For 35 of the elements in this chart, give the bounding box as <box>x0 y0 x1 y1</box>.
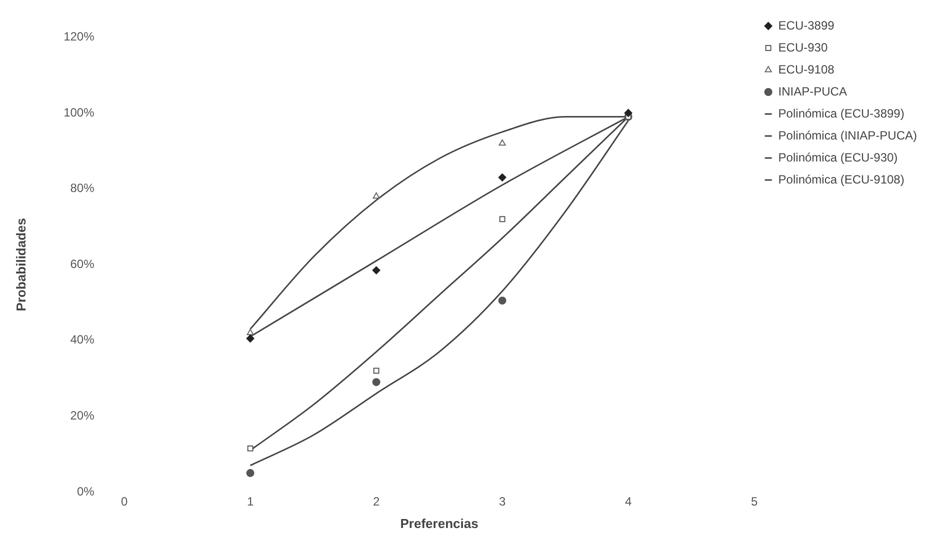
point <box>372 266 380 274</box>
point <box>498 139 506 146</box>
x-tick-label: 2 <box>372 494 380 509</box>
point <box>373 368 380 374</box>
y-tick-label: 20% <box>70 408 95 423</box>
legend-label: ECU-3899 <box>778 18 835 32</box>
x-tick-label: 5 <box>750 494 758 509</box>
x-tick-label: 4 <box>624 494 632 509</box>
legend-label: INIAP-PUCA <box>778 84 847 98</box>
legend-label: Polinómica (ECU-930) <box>778 150 898 164</box>
y-tick-label: 100% <box>64 105 95 120</box>
legend-label: Polinómica (ECU-9108) <box>778 172 904 186</box>
point <box>247 445 254 452</box>
y-tick-label: 60% <box>70 256 95 271</box>
point <box>372 192 380 199</box>
point <box>246 328 254 336</box>
y-tick-label: 120% <box>64 30 95 44</box>
y-axis-title: Probabilidades <box>13 218 28 312</box>
x-tick-label: 0 <box>120 494 128 509</box>
point <box>246 469 254 478</box>
legend-label: ECU-9108 <box>778 62 835 76</box>
point <box>499 216 506 222</box>
x-axis-title: Preferencias <box>400 516 478 531</box>
point <box>498 173 506 182</box>
legend-label: Polinómica (INIAP-PUCA) <box>778 128 918 142</box>
point <box>246 334 254 343</box>
y-tick-label: 0% <box>76 484 95 498</box>
x-tick-label: 3 <box>498 494 506 509</box>
y-tick-label: 40% <box>70 332 95 347</box>
legend-label: Polinómica (ECU-3899) <box>778 106 904 120</box>
point <box>498 296 506 305</box>
legend-label: ECU-930 <box>778 40 828 54</box>
point <box>372 378 380 386</box>
y-tick-label: 80% <box>70 181 95 196</box>
x-tick-label: 1 <box>246 494 254 509</box>
